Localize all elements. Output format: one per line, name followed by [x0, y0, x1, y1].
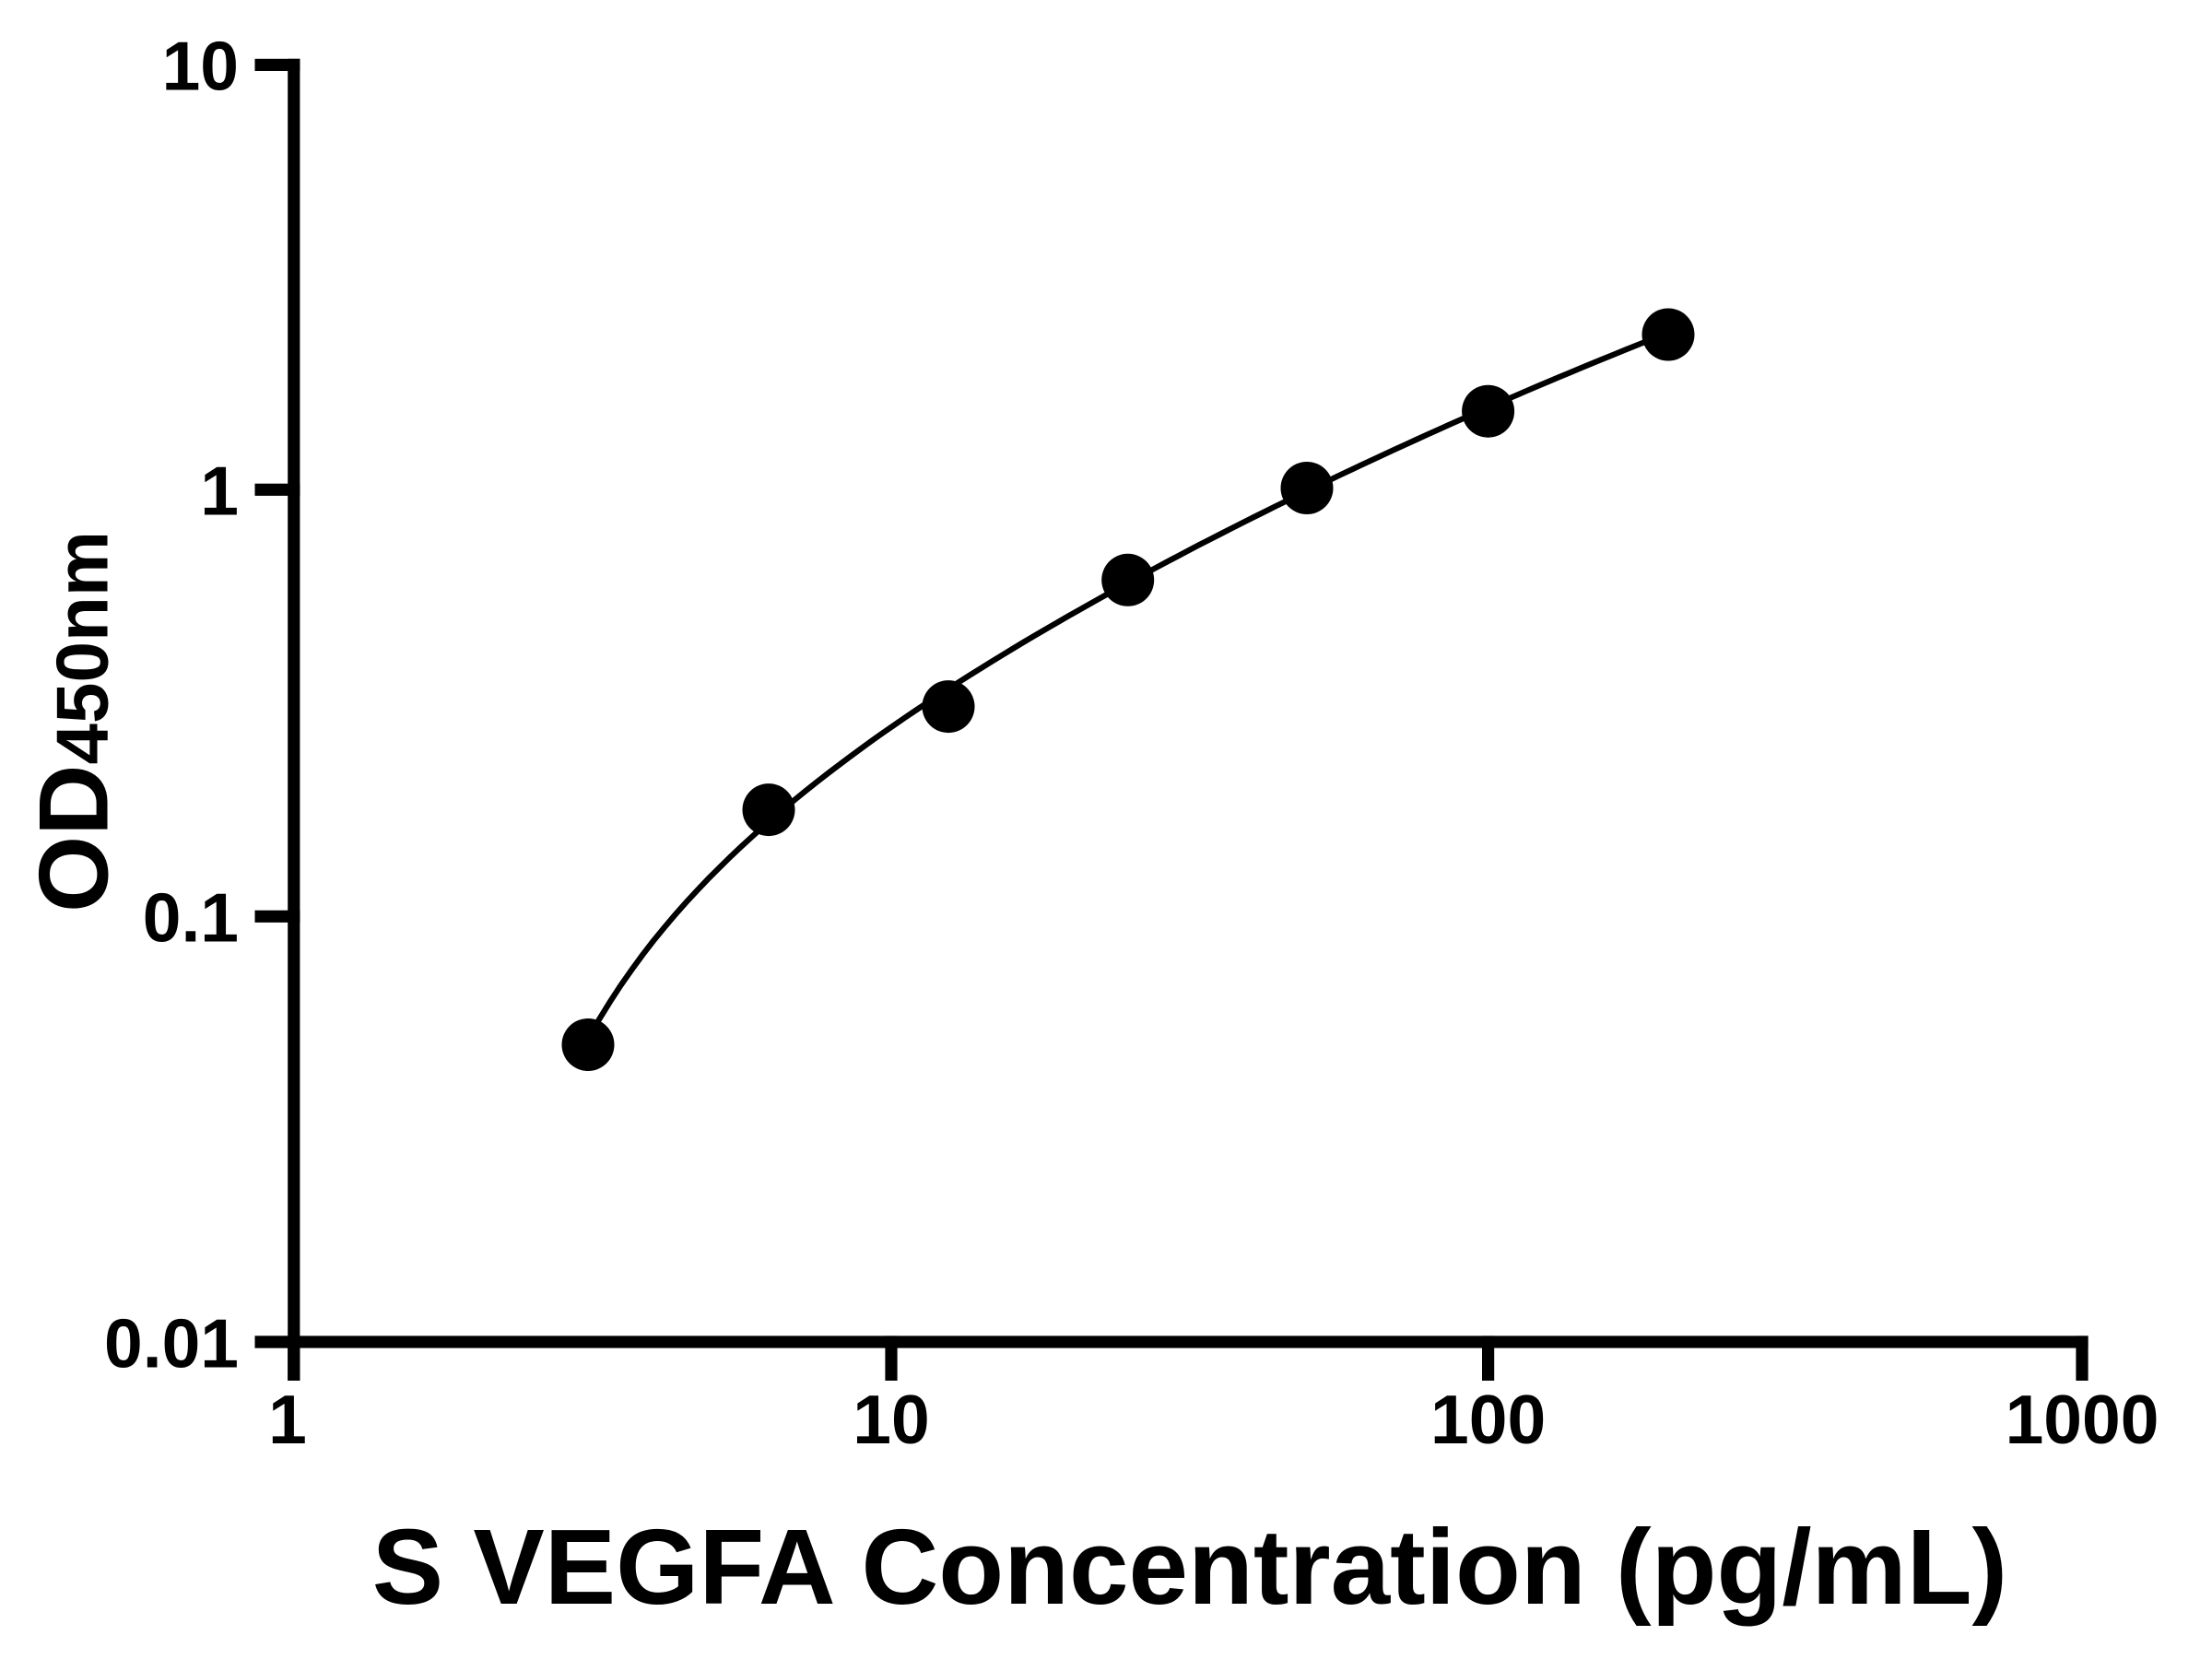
- svg-text:S VEGFA Concentration (pg/mL): S VEGFA Concentration (pg/mL): [372, 1507, 2007, 1627]
- svg-text:0.1: 0.1: [143, 878, 239, 956]
- svg-text:10: 10: [853, 1381, 929, 1458]
- svg-text:1000: 1000: [2006, 1381, 2159, 1458]
- svg-text:10: 10: [162, 27, 239, 104]
- svg-text:0.01: 0.01: [104, 1304, 239, 1382]
- svg-text:1: 1: [268, 1381, 307, 1458]
- svg-text:1: 1: [200, 452, 239, 529]
- svg-text:OD450nm: OD450nm: [18, 531, 128, 912]
- svg-text:100: 100: [1430, 1381, 1546, 1458]
